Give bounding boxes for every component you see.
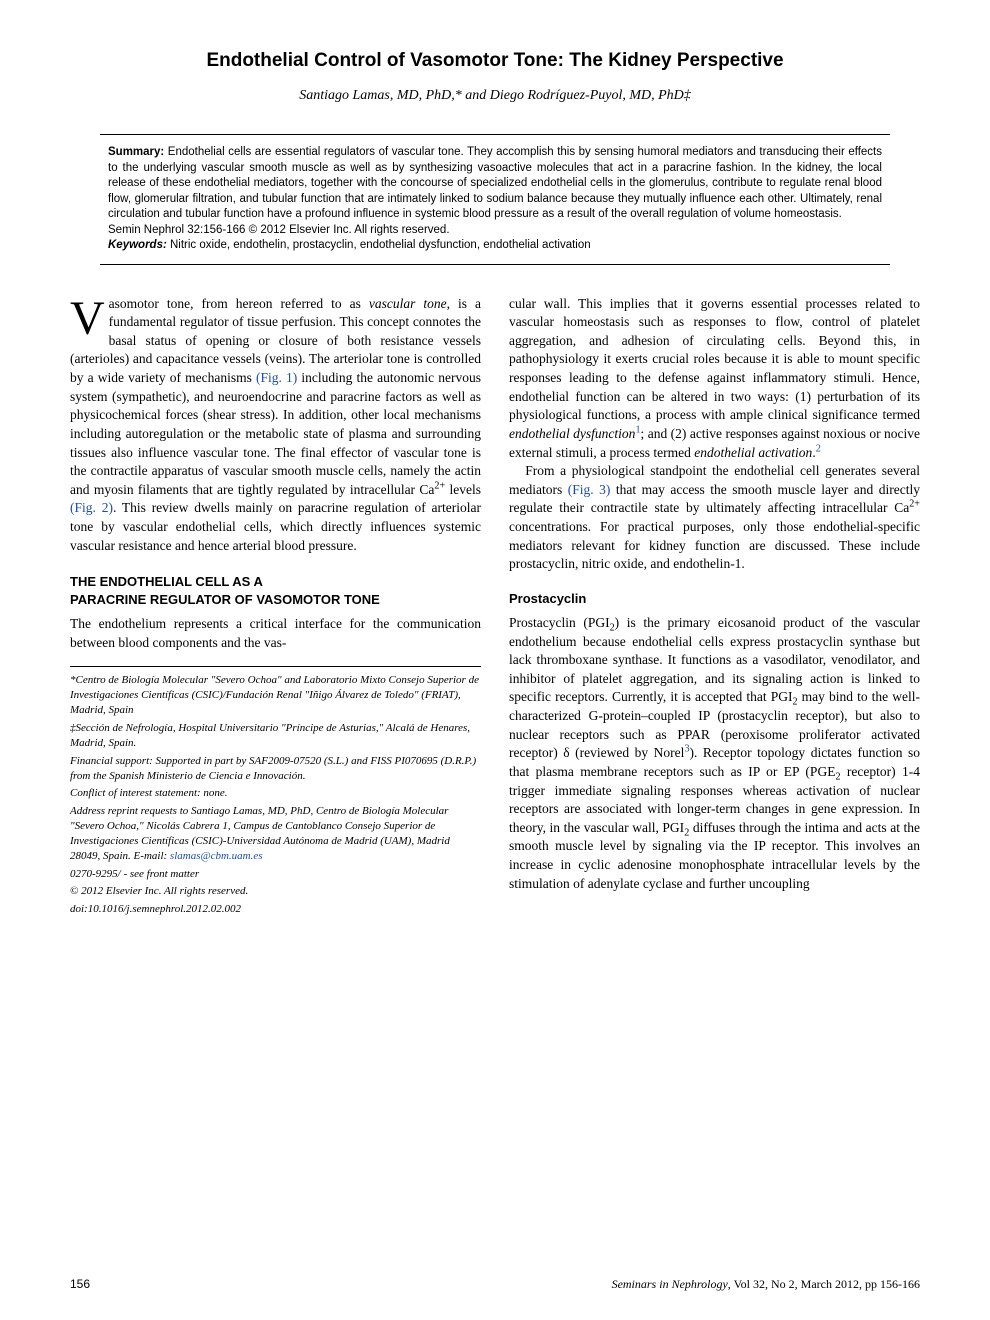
left-column: Vasomotor tone, from hereon referred to … [70, 295, 481, 921]
summary-text: Endothelial cells are essential regulato… [108, 146, 882, 220]
ca-superscript-2: 2+ [909, 499, 920, 510]
intro-text-5: . This review dwells mainly on paracrine… [70, 500, 481, 552]
summary-citation: Semin Nephrol 32:156-166 © 2012 Elsevier… [108, 224, 450, 236]
section-heading-line2: PARACRINE REGULATOR OF VASOMOTOR TONE [70, 592, 380, 607]
col2-para1: cular wall. This implies that it governs… [509, 295, 920, 463]
page-number: 156 [70, 1277, 90, 1292]
conflict-note: Conflict of interest statement: none. [70, 786, 481, 801]
reprint-address: Address reprint requests to Santiago Lam… [70, 804, 481, 863]
ca-superscript: 2+ [434, 480, 445, 491]
authors-line: Santiago Lamas, MD, PhD,* and Diego Rodr… [70, 88, 920, 104]
section-heading-line1: THE ENDOTHELIAL CELL AS A [70, 574, 263, 589]
dropcap: V [70, 295, 109, 340]
ref2-link[interactable]: 2 [816, 443, 821, 454]
keywords-label: Keywords: [108, 239, 167, 251]
col2-para2: From a physiological standpoint the endo… [509, 462, 920, 574]
affiliation-1: *Centro de Biología Molecular "Severo Oc… [70, 673, 481, 718]
summary-box: Summary: Endothelial cells are essential… [100, 134, 890, 265]
copyright-line: © 2012 Elsevier Inc. All rights reserved… [70, 884, 481, 899]
summary-label: Summary: [108, 146, 164, 158]
section1-para1: The endothelium represents a critical in… [70, 615, 481, 652]
two-column-body: Vasomotor tone, from hereon referred to … [70, 295, 920, 921]
issn-line: 0270-9295/ - see front matter [70, 867, 481, 882]
right-column: cular wall. This implies that it governs… [509, 295, 920, 921]
fig3-link[interactable]: (Fig. 3) [568, 482, 611, 497]
col2-p2-c: concentrations. For practical purposes, … [509, 519, 920, 571]
section-heading-endothelial: THE ENDOTHELIAL CELL AS A PARACRINE REGU… [70, 573, 481, 609]
prost-a: Prostacyclin (PGI [509, 615, 610, 630]
endothelial-activation-term: endothelial activation [694, 445, 812, 460]
intro-text-4: levels [445, 482, 481, 497]
intro-italic: vascular tone [369, 296, 447, 311]
prostacyclin-para: Prostacyclin (PGI2) is the primary eicos… [509, 614, 920, 893]
journal-issue: , Vol 32, No 2, March 2012, pp 156-166 [728, 1277, 920, 1291]
endothelial-dysfunction-term: endothelial dysfunction [509, 426, 635, 441]
col2-p1-a: cular wall. This implies that it governs… [509, 296, 920, 423]
keywords-text: Nitric oxide, endothelin, prostacyclin, … [167, 239, 591, 251]
journal-citation: Seminars in Nephrology, Vol 32, No 2, Ma… [612, 1277, 920, 1292]
funding-note: Financial support: Supported in part by … [70, 754, 481, 784]
subsection-prostacyclin: Prostacyclin [509, 590, 920, 608]
article-title: Endothelial Control of Vasomotor Tone: T… [70, 50, 920, 72]
intro-text-3: including the autonomic nervous system (… [70, 370, 481, 497]
email-link[interactable]: slamas@cbm.uam.es [170, 850, 263, 862]
intro-text-1: asomotor tone, from hereon referred to a… [109, 296, 369, 311]
page-footer: 156 Seminars in Nephrology, Vol 32, No 2… [70, 1277, 920, 1292]
intro-paragraph: Vasomotor tone, from hereon referred to … [70, 295, 481, 556]
journal-name: Seminars in Nephrology [612, 1277, 728, 1291]
doi-line: doi:10.1016/j.semnephrol.2012.02.002 [70, 902, 481, 917]
affiliation-2: ‡Sección de Nefrología, Hospital Univers… [70, 721, 481, 751]
footnotes-block: *Centro de Biología Molecular "Severo Oc… [70, 666, 481, 917]
fig2-link[interactable]: (Fig. 2) [70, 500, 113, 515]
fig1-link[interactable]: (Fig. 1) [256, 370, 297, 385]
